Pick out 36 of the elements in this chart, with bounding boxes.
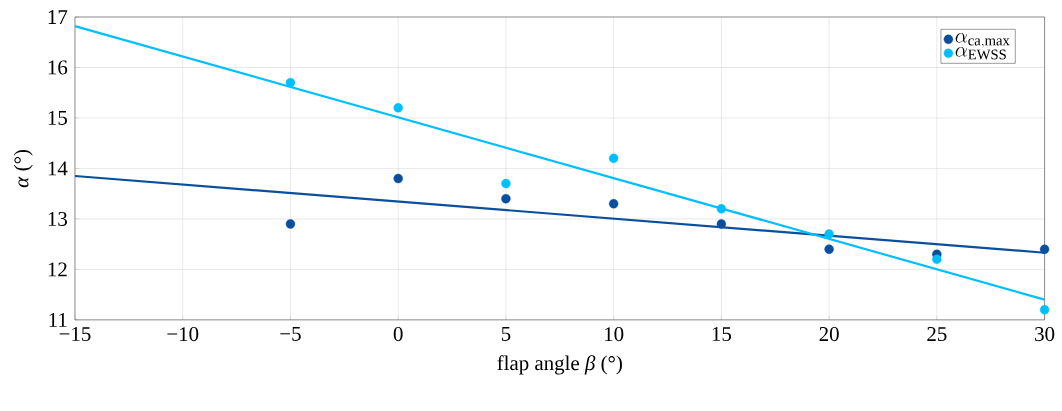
y-tick-label: 14 <box>48 161 68 176</box>
y-tick-label: 16 <box>48 60 68 75</box>
x-tick-label: 15 <box>712 327 732 342</box>
y-tick-label: 12 <box>48 262 67 277</box>
legend-label: $\alpha_{\mathrm{EWSS}}$ <box>955 47 1006 60</box>
y-tick-label: 15 <box>48 111 67 126</box>
x-tick-label: −10 <box>167 327 199 342</box>
point <box>1039 244 1050 254</box>
point <box>716 219 727 229</box>
point <box>501 194 511 204</box>
point <box>285 219 296 229</box>
point <box>932 254 942 265</box>
x-tick-label: 10 <box>605 327 624 342</box>
point <box>716 204 727 214</box>
x-tick-label: 30 <box>1035 327 1055 342</box>
y-axis-title: α (°) <box>13 150 33 188</box>
point <box>824 229 834 239</box>
legend-label: $\alpha_{\mathrm{ca,max}}$ <box>955 33 1010 49</box>
x-tick-label: 25 <box>927 327 947 342</box>
point <box>824 244 834 254</box>
point <box>285 78 296 88</box>
y-tick-label: 11 <box>49 313 67 327</box>
point <box>393 103 403 113</box>
point <box>393 173 403 184</box>
y-tick-label: 13 <box>48 211 67 227</box>
point <box>501 178 511 189</box>
x-tick-label: −5 <box>280 327 301 342</box>
x-tick-label: 20 <box>819 327 839 342</box>
x-tick-label: −15 <box>59 327 91 342</box>
point <box>1039 305 1050 315</box>
point <box>608 153 619 164</box>
point <box>608 199 619 209</box>
x-tick-label: 0 <box>393 327 403 342</box>
x-tick-label: 5 <box>501 327 511 342</box>
x-axis-title: flap angle β (°) <box>497 355 622 375</box>
y-tick-label: 17 <box>48 10 68 24</box>
